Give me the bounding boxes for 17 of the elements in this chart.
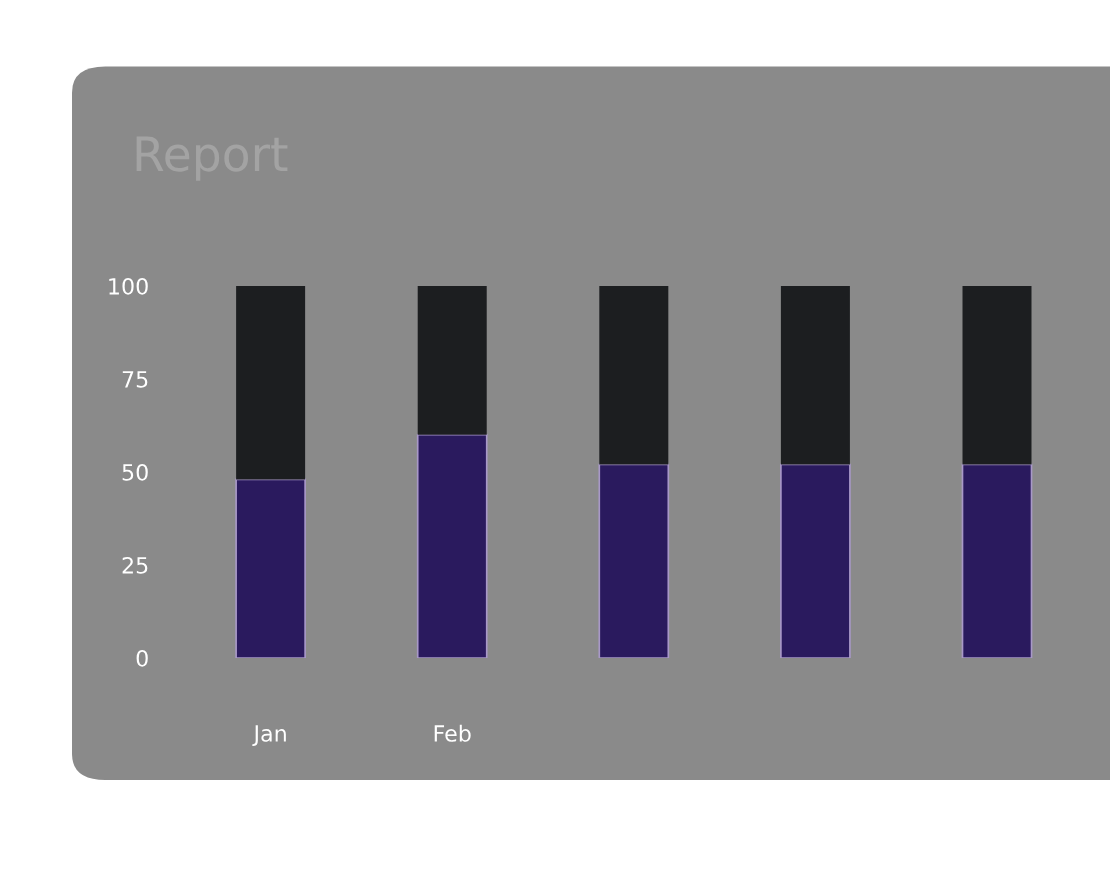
x-tick-label: Feb [434, 724, 471, 742]
bar [416, 433, 488, 658]
y-tick-label: 0 [136, 649, 148, 667]
bar [598, 463, 670, 658]
bar [417, 285, 487, 435]
bar [780, 285, 850, 465]
bar [599, 285, 669, 465]
bar [236, 285, 306, 480]
bar [780, 463, 851, 658]
bar [961, 463, 1033, 658]
bar [962, 285, 1032, 465]
bar [235, 478, 306, 658]
y-tick-label: 75 [122, 371, 148, 388]
x-tick-label: Jan [252, 725, 286, 746]
y-tick-label: 50 [122, 463, 148, 481]
y-tick-label: 100 [109, 277, 148, 295]
y-tick-label: 25 [122, 556, 148, 574]
